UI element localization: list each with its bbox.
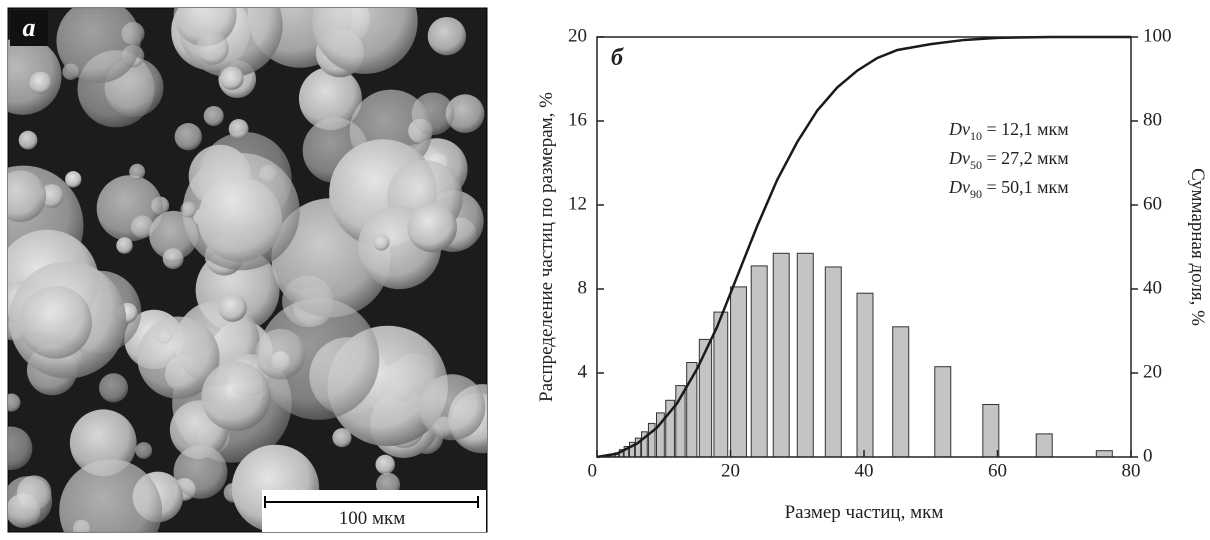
bar <box>934 366 952 458</box>
particle <box>56 8 141 84</box>
bar <box>698 338 713 458</box>
y-tick-label: 8 <box>578 277 588 298</box>
particle <box>298 66 362 130</box>
particle <box>39 184 64 208</box>
bar <box>892 326 910 458</box>
x-axis-label: Размер частиц, мкм <box>785 502 944 523</box>
annotation-subscript: 90 <box>970 187 982 201</box>
annotation: Dv90 = 50,1 мкм <box>948 177 1069 201</box>
annotation: Dv10 = 12,1 мкм <box>948 119 1069 143</box>
annotation-symbol: Dv <box>948 119 970 139</box>
particle <box>116 237 133 254</box>
particle <box>65 171 82 188</box>
particle <box>201 361 271 431</box>
annotation: Dv50 = 27,2 мкм <box>948 148 1069 172</box>
annotation-subscript: 50 <box>970 158 982 172</box>
particle <box>137 316 220 399</box>
particles <box>8 8 487 532</box>
particle <box>257 298 380 420</box>
particle <box>228 119 249 139</box>
bar <box>982 404 1000 458</box>
particle <box>173 445 228 499</box>
particle <box>59 459 163 532</box>
y2-tick-label: 40 <box>1143 277 1162 298</box>
annotation-symbol: Dv <box>948 148 970 168</box>
particle <box>29 71 52 95</box>
bar <box>713 311 729 458</box>
particle <box>255 328 306 380</box>
particle <box>8 476 53 526</box>
x-tick-label: 20 <box>721 460 740 481</box>
bar <box>1035 433 1053 458</box>
particle <box>8 393 21 412</box>
particle <box>220 66 244 90</box>
particle <box>135 442 153 459</box>
panel-label: а <box>23 13 36 42</box>
x-tick-label: 0 <box>588 460 598 481</box>
y2-tick-label: 20 <box>1143 361 1162 382</box>
bar <box>824 266 842 458</box>
particle <box>427 16 466 56</box>
sem-image: а 100 мкм <box>7 7 488 533</box>
particle <box>182 153 300 271</box>
x-tick-label: 80 <box>1122 460 1141 481</box>
y-tick-label: 16 <box>568 109 587 130</box>
particle <box>129 163 146 180</box>
particle <box>8 170 47 222</box>
bar <box>730 286 747 458</box>
annotation-value: = 50,1 мкм <box>982 177 1069 197</box>
particle <box>180 201 197 218</box>
y2-tick-label: 100 <box>1143 25 1172 46</box>
panel-label-box <box>10 10 48 46</box>
panel-label: б <box>611 45 624 71</box>
particle <box>99 373 129 403</box>
particle <box>445 94 485 133</box>
bar <box>750 265 768 458</box>
y2-tick-label: 80 <box>1143 109 1162 130</box>
annotation-subscript: 10 <box>970 129 982 143</box>
particle <box>419 374 486 441</box>
particle <box>332 428 352 448</box>
annotation-symbol: Dv <box>948 177 970 197</box>
x-tick-label: 40 <box>855 460 874 481</box>
scale-bar-box <box>262 490 486 532</box>
cumulative-curve <box>596 35 1131 459</box>
bar <box>1095 450 1113 458</box>
particle <box>69 409 137 477</box>
particle <box>373 234 390 251</box>
y-axis-label: Распределение частиц по размерам, % <box>536 92 557 402</box>
particle <box>196 32 229 65</box>
particle <box>8 426 33 471</box>
y2-tick-label: 0 <box>1143 445 1153 466</box>
particle <box>162 248 184 270</box>
particle <box>407 202 457 253</box>
bar <box>772 252 790 458</box>
particle <box>130 215 154 239</box>
y2-tick-label: 60 <box>1143 193 1162 214</box>
particle <box>203 105 224 126</box>
particle <box>174 123 202 151</box>
y2-axis-label: Суммарная доля, % <box>1187 168 1208 326</box>
annotation-value: = 27,2 мкм <box>982 148 1069 168</box>
y-tick-label: 4 <box>578 361 588 382</box>
bar <box>796 252 814 458</box>
particle <box>18 130 38 150</box>
x-tick-label: 60 <box>988 460 1007 481</box>
annotation-value: = 12,1 мкм <box>982 119 1069 139</box>
chart: 0 20 40 60 80 4 8 12 16 20 0 20 40 60 80 100 Размер част… <box>536 25 1208 523</box>
particle <box>375 454 396 475</box>
particle <box>218 293 247 322</box>
bar <box>856 292 874 458</box>
y-tick-label: 20 <box>568 25 587 46</box>
particle <box>19 285 93 359</box>
particle <box>312 8 418 74</box>
y-tick-label: 12 <box>568 193 587 214</box>
scale-bar-label: 100 мкм <box>339 508 406 529</box>
